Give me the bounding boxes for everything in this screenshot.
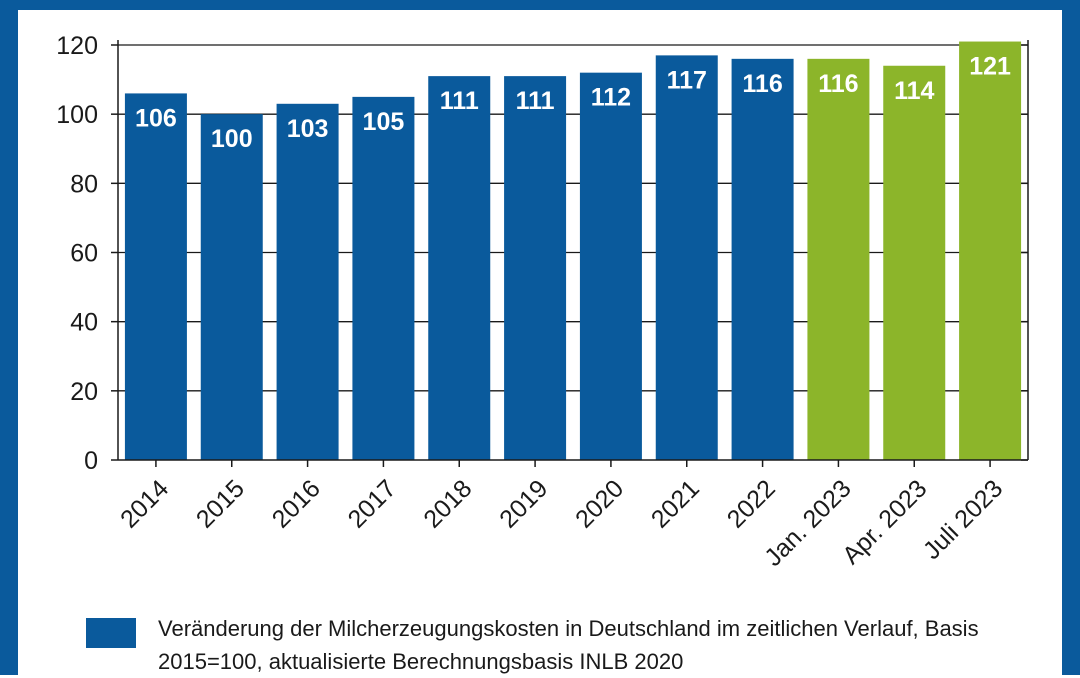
- bar: [579, 72, 642, 461]
- bar-value-label: 103: [287, 115, 329, 143]
- bar-value-label: 111: [516, 87, 555, 115]
- bar: [883, 65, 946, 460]
- legend: Veränderung der Milcherzeugungskosten in…: [86, 612, 1038, 678]
- x-category-label: 2021: [646, 474, 705, 533]
- bar-value-label: 106: [135, 104, 177, 132]
- y-tick-label: 60: [70, 240, 98, 268]
- bar: [352, 96, 415, 460]
- x-category-label: 2017: [343, 474, 402, 533]
- bar-chart: 0 20 40 60 80 100 120 106 2014 100 2015 103 2016 105 2…: [56, 32, 1029, 572]
- bar: [200, 114, 263, 461]
- bar: [655, 55, 718, 460]
- x-category-label: 2022: [722, 474, 781, 533]
- x-category-label: 2018: [418, 474, 477, 533]
- x-category-label: 2019: [494, 474, 553, 533]
- frame-right: [1062, 0, 1080, 675]
- y-tick-label: 100: [56, 101, 98, 129]
- legend-swatch: [86, 618, 136, 648]
- legend-text: Veränderung der Milcherzeugungskosten in…: [158, 616, 979, 674]
- bar-value-label: 117: [667, 66, 707, 94]
- y-tick-label: 0: [84, 447, 98, 475]
- y-tick-label: 80: [70, 170, 98, 198]
- x-category-label: Juli 2023: [918, 474, 1009, 565]
- y-tick-label: 120: [56, 32, 98, 60]
- bar: [124, 93, 187, 461]
- bar-value-label: 111: [440, 87, 479, 115]
- x-category-label: 2015: [191, 474, 250, 533]
- bar: [428, 76, 491, 460]
- bar-value-label: 114: [894, 77, 934, 105]
- x-category-label: 2016: [267, 474, 326, 533]
- bar: [959, 41, 1022, 461]
- bar-value-label: 121: [969, 53, 1011, 81]
- frame-top: [0, 0, 1080, 10]
- bar-value-label: 112: [591, 84, 631, 112]
- y-tick-label: 40: [70, 309, 98, 337]
- y-tick-label: 20: [70, 378, 98, 406]
- bar: [276, 103, 339, 461]
- bar-value-label: 100: [211, 125, 253, 153]
- bar-value-label: 105: [363, 108, 405, 136]
- bar-value-label: 116: [818, 70, 858, 98]
- bar: [504, 76, 567, 460]
- bar: [731, 58, 794, 460]
- x-category-label: Apr. 2023: [837, 474, 932, 569]
- bar-value-label: 116: [742, 70, 782, 98]
- x-category-label: 2020: [570, 474, 629, 533]
- frame-left: [0, 0, 18, 675]
- bar: [807, 58, 870, 460]
- x-category-label: 2014: [115, 474, 174, 533]
